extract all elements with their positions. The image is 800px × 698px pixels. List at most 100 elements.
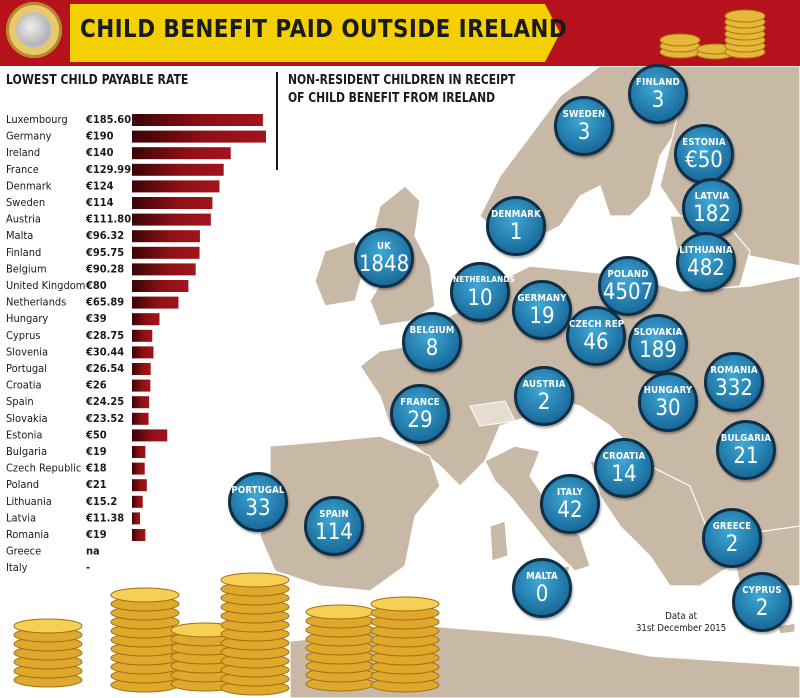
bar — [132, 313, 160, 326]
map-region-italy — [484, 445, 591, 572]
coin — [110, 587, 180, 603]
bar-value-label: €114 — [85, 196, 114, 209]
bubble-country-name: GERMANY — [517, 293, 567, 304]
bar — [132, 346, 154, 359]
map-bubble-cyprus: CYPRUS 2 — [732, 572, 792, 632]
bubble-value: 30 — [655, 396, 681, 421]
bar-value-label: €95.75 — [85, 246, 124, 259]
bar-category-label: Bulgaria — [6, 445, 47, 458]
bar — [132, 329, 153, 342]
bubble-country-name: SPAIN — [319, 509, 349, 520]
bubble-country-name: HUNGARY — [643, 385, 693, 396]
bar-value-label: €19 — [85, 445, 107, 458]
bubble-country-name: POLAND — [607, 269, 649, 280]
bubble-value: 42 — [557, 498, 583, 523]
bar-value-label: €30.44 — [85, 345, 124, 358]
map-bubble-denmark: DENMARK 1 — [486, 196, 546, 256]
map-region-cyprus — [777, 622, 796, 635]
map-bubble-italy: ITALY 42 — [540, 474, 600, 534]
bar — [132, 230, 200, 243]
bar — [132, 180, 220, 193]
data-date-note: Data at 31st December 2015 — [636, 611, 726, 635]
bubble-country-name: PORTUGAL — [231, 485, 285, 496]
bar-category-label: Sweden — [6, 196, 45, 209]
bar-value-label: €19 — [85, 528, 107, 541]
bubble-value: 10 — [467, 286, 493, 311]
data-note-line-1: Data at — [665, 611, 697, 622]
bar-value-label: €24.25 — [85, 395, 124, 408]
bar-chart-title: LOWEST CHILD PAYABLE RATE — [6, 72, 189, 88]
map-bubble-sweden: SWEDEN 3 — [554, 96, 614, 156]
coin-stacks-illustration — [13, 572, 440, 696]
bubble-value: 332 — [715, 376, 753, 401]
data-note-line-2: 31st December 2015 — [636, 623, 727, 634]
map-title: NON-RESIDENT CHILDREN IN RECEIPT OF CHIL… — [288, 72, 515, 108]
bar-value-label: €140 — [85, 146, 114, 159]
bar-category-label: Lithuania — [6, 495, 52, 508]
bubble-value: 29 — [407, 408, 433, 433]
map-bubble-finland: FINLAND 3 — [628, 64, 688, 124]
bar-category-label: Poland — [6, 478, 39, 491]
euro-coin-icon — [6, 2, 62, 58]
bar — [132, 130, 266, 143]
map-bubble-france: FRANCE 29 — [390, 384, 450, 444]
bar — [132, 363, 151, 375]
map-bubble-croatia: CROATIA 14 — [594, 438, 654, 498]
map-region-switzerland — [469, 400, 516, 427]
bar-value-label: €15.2 — [85, 495, 117, 508]
bar-value-label: €39 — [85, 312, 107, 325]
bubble-value: 189 — [639, 338, 677, 363]
map-bubble-belgium: BELGIUM 8 — [402, 312, 462, 372]
map-bubble-portugal: PORTUGAL 33 — [228, 472, 288, 532]
bar-category-label: Portugal — [6, 362, 47, 375]
bar-value-label: €129.99 — [85, 163, 131, 176]
map-bubble-netherlands: NETHERLANDS 10 — [450, 262, 515, 322]
map-bubble-estonia: ESTONIA €50 — [674, 124, 734, 184]
bubble-country-name: CYPRUS — [742, 585, 782, 596]
map-bubble-uk: UK 1848 — [354, 228, 414, 288]
bar-value-label: €65.89 — [85, 296, 124, 309]
bar-category-label: Austria — [6, 213, 41, 226]
map-bubble-czech-rep: CZECH REP 46 — [566, 306, 626, 366]
bubble-country-name: ROMANIA — [710, 365, 758, 376]
bubble-country-name: FRANCE — [400, 397, 440, 408]
map-bubble-austria: AUSTRIA 2 — [514, 366, 574, 426]
bar — [132, 114, 263, 126]
bar-value-label: €190 — [85, 130, 114, 143]
map-bubble-spain: SPAIN 114 — [304, 496, 364, 556]
bubble-value: 8 — [425, 336, 439, 361]
bar — [132, 529, 146, 541]
bar-category-label: Ireland — [6, 146, 40, 159]
bar-category-label: Latvia — [6, 511, 36, 524]
bar-value-label: €26.54 — [85, 362, 124, 375]
bar — [132, 296, 179, 309]
bar-category-label: Finland — [6, 246, 41, 259]
bubble-value: 19 — [529, 304, 555, 329]
bar — [132, 429, 168, 442]
bubble-value: 14 — [611, 462, 637, 487]
bar — [132, 462, 145, 475]
map-bubble-lithuania: LITHUANIA 482 — [676, 232, 736, 292]
bar-value-label: €23.52 — [85, 412, 124, 425]
bubble-country-name: CROATIA — [602, 451, 646, 462]
title-yellow-plate — [70, 4, 560, 62]
bar-category-label: Luxembourg — [6, 113, 68, 126]
bar-category-label: Malta — [6, 229, 33, 242]
bar-category-label: Cyprus — [6, 329, 41, 342]
bar-value-label: na — [86, 545, 100, 558]
map-bubble-latvia: LATVIA 182 — [682, 178, 742, 238]
map-title-line-2: OF CHILD BENEFIT FROM IRELAND — [288, 91, 496, 106]
bubble-country-name: AUSTRIA — [522, 379, 566, 390]
bubble-country-name: SLOVAKIA — [633, 327, 683, 338]
bar-category-label: Slovakia — [6, 412, 48, 425]
bubble-country-name: BULGARIA — [720, 433, 772, 444]
bar-value-label: €80 — [85, 279, 107, 292]
bar — [132, 280, 189, 292]
bubble-value: 46 — [583, 330, 609, 355]
bubble-value: 21 — [733, 444, 759, 469]
map-bubble-poland: POLAND 4507 — [598, 256, 658, 316]
bubble-country-name: CZECH REP — [569, 319, 625, 330]
bubble-value: 0 — [535, 582, 549, 607]
bar — [132, 479, 147, 492]
bubble-value: 3 — [577, 120, 591, 145]
